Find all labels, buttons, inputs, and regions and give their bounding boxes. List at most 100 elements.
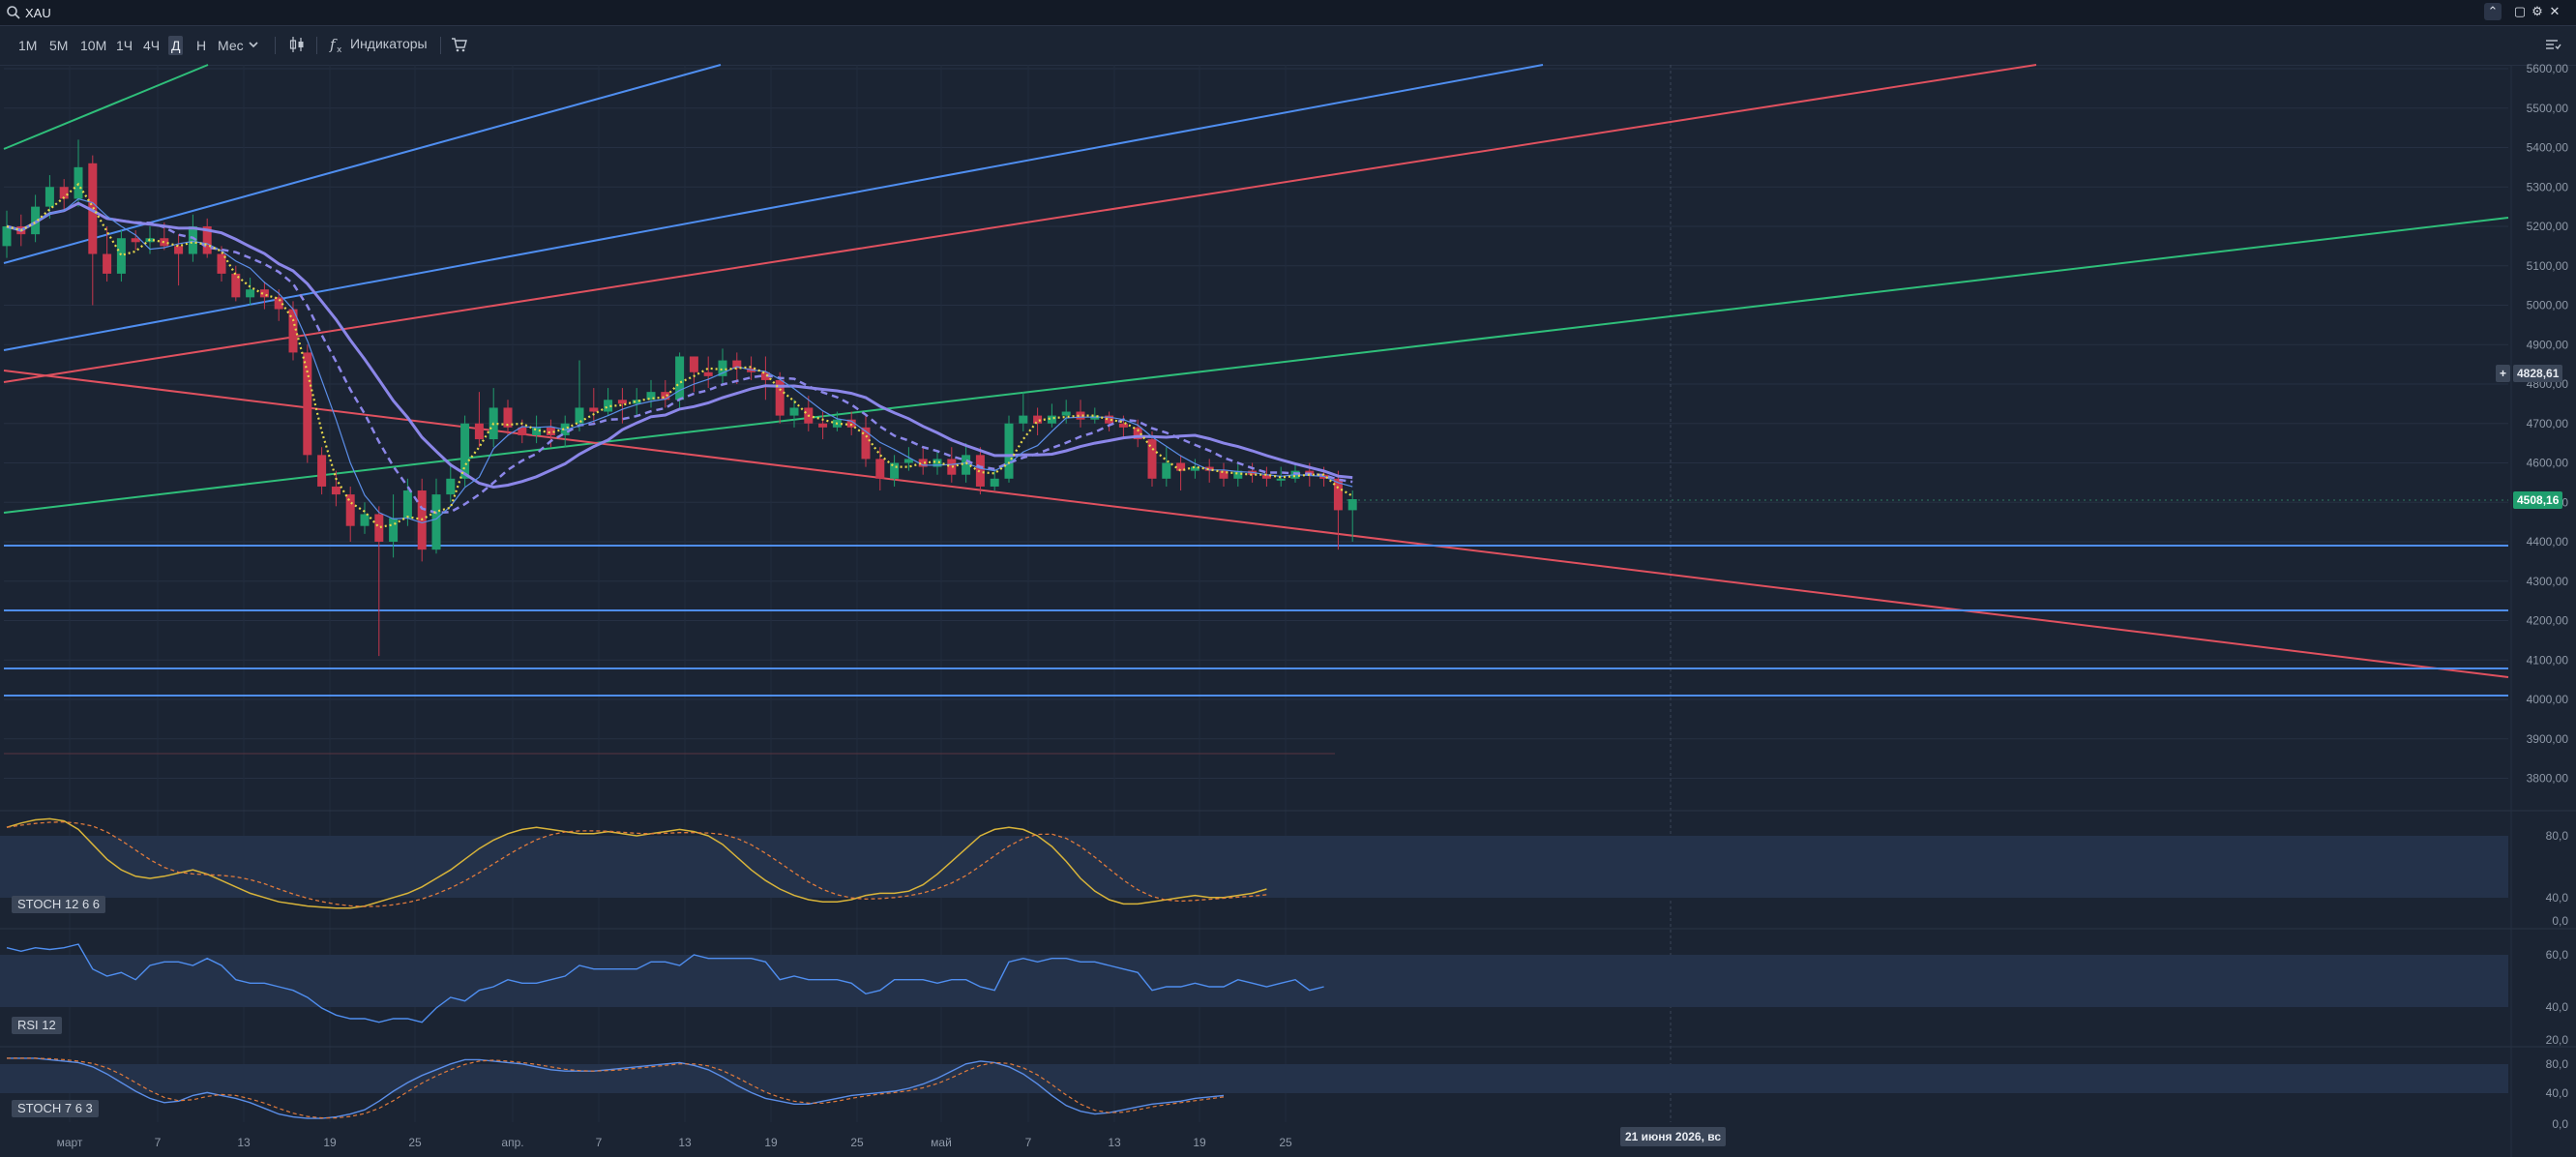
price-tick-label: 4300,00 (2527, 575, 2569, 588)
timeframe-week[interactable]: Н (196, 38, 207, 53)
candle-body (402, 490, 412, 519)
restore-icon[interactable]: ▢ (2513, 4, 2527, 18)
candle-body (890, 462, 900, 479)
candle-body (918, 459, 928, 467)
function-icon[interactable]: f x (329, 34, 346, 55)
timeframe-1m[interactable]: 1М (18, 38, 38, 53)
crosshair-date-tag: 21 июня 2026, вс (1620, 1127, 1727, 1146)
price-tick-label: 4100,00 (2527, 653, 2569, 667)
candlestick-icon[interactable] (288, 34, 306, 55)
candle-body (1105, 415, 1114, 424)
candle-body (947, 459, 957, 475)
price-tick-label: 4700,00 (2527, 417, 2569, 430)
candle-body (460, 423, 470, 479)
rsi-line (6, 943, 1324, 1024)
timeframe-10m[interactable]: 10М (80, 38, 107, 53)
timeframe-day[interactable]: Д (168, 36, 184, 55)
candle-body (933, 459, 942, 467)
rsi-tick-label: 40,0 (2546, 1000, 2569, 1014)
time-tick-label: 19 (764, 1136, 778, 1149)
cart-icon[interactable] (451, 36, 468, 53)
time-tick-label: 13 (237, 1136, 251, 1149)
candle-body (231, 273, 241, 298)
rsi-band (0, 955, 2508, 1007)
candle-body (875, 459, 885, 479)
price-tick-label: 3900,00 (2527, 732, 2569, 746)
price-tick-label: 4000,00 (2527, 693, 2569, 706)
stoch-7-tick-label: 0,0 (2552, 1117, 2568, 1131)
candle-body (732, 360, 742, 369)
trendline-green-lower (3, 217, 2509, 514)
candle-body (1033, 415, 1043, 424)
list-settings-icon[interactable] (2544, 38, 2561, 53)
candle-body (103, 253, 112, 274)
timeframe-5m[interactable]: 5М (49, 38, 69, 53)
candle-body (288, 309, 298, 353)
stoch-12-tick-label: 80,0 (2546, 829, 2569, 843)
search-icon[interactable] (6, 5, 21, 20)
gear-icon[interactable]: ⚙ (2532, 4, 2543, 18)
candle-body (1190, 466, 1199, 471)
candle-body (1333, 478, 1343, 511)
candle-body (389, 518, 399, 542)
timeframe-4h[interactable]: 4Ч (143, 38, 161, 53)
candle-body (789, 407, 799, 416)
time-tick-label: май (931, 1136, 952, 1149)
candle-body (575, 407, 584, 424)
time-tick-label: 7 (155, 1136, 162, 1149)
candle-body (661, 392, 670, 400)
candle-body (2, 226, 12, 247)
rsi-tick-label: 20,0 (2546, 1033, 2569, 1047)
last-price-tag: 4508,16 (2513, 491, 2563, 509)
candle-body (1147, 439, 1157, 479)
chevron-down-icon[interactable] (248, 39, 259, 50)
candle-body (259, 289, 269, 298)
time-tick-label: март (57, 1136, 83, 1149)
price-tick-label: 5000,00 (2527, 299, 2569, 312)
indicator-label-stoch-12[interactable]: STOCH 12 6 6 (12, 896, 106, 913)
indicators-button[interactable]: Индикаторы (350, 36, 428, 51)
trendline-blue-mid (3, 64, 1544, 351)
candle-body (990, 478, 999, 487)
candle-body (446, 478, 456, 495)
price-tick-label: 5600,00 (2527, 62, 2569, 75)
price-tick-label: 5200,00 (2527, 220, 2569, 233)
svg-text:f: f (329, 36, 338, 53)
time-tick-label: 7 (596, 1136, 603, 1149)
candle-body (174, 246, 184, 254)
candle-body (374, 514, 384, 542)
candle-body (861, 427, 871, 460)
candle-body (1219, 470, 1229, 479)
candle-body (632, 400, 641, 404)
indicator-label-rsi[interactable]: RSI 12 (12, 1017, 62, 1034)
candle-body (689, 356, 698, 372)
candle-body (703, 371, 713, 376)
timeframe-month[interactable]: Мес (218, 38, 244, 53)
indicator-label-stoch-7[interactable]: STOCH 7 6 3 (12, 1100, 99, 1117)
chevron-up-icon[interactable]: ⌃ (2484, 3, 2502, 20)
close-icon[interactable]: ✕ (2549, 4, 2561, 18)
svg-text:x: x (337, 45, 342, 55)
stoch-12-tick-label: 40,0 (2546, 891, 2569, 905)
candle-body (962, 455, 971, 475)
ma-medium-line (6, 201, 1353, 515)
candle-body (760, 371, 770, 380)
ma-fast-line (6, 197, 1353, 524)
time-tick-label: 19 (323, 1136, 337, 1149)
candle-body (1061, 411, 1071, 416)
timeframe-1h[interactable]: 1Ч (116, 38, 133, 53)
symbol-name[interactable]: XAU (25, 6, 51, 20)
crosshair-plus-icon[interactable]: + (2496, 365, 2511, 382)
stoch-7-tick-label: 80,0 (2546, 1057, 2569, 1071)
candle-body (646, 392, 656, 400)
price-tick-label: 4900,00 (2527, 338, 2569, 351)
price-tick-label: 4600,00 (2527, 457, 2569, 470)
stoch-7-main-line (7, 1057, 1225, 1119)
trendline-red-descending (3, 370, 2509, 678)
candle-body (975, 455, 985, 487)
candle-body (818, 423, 828, 428)
price-tick-label: 5100,00 (2527, 259, 2569, 273)
trendline-blue-upper (3, 64, 722, 264)
time-tick-label: апр. (501, 1136, 523, 1149)
